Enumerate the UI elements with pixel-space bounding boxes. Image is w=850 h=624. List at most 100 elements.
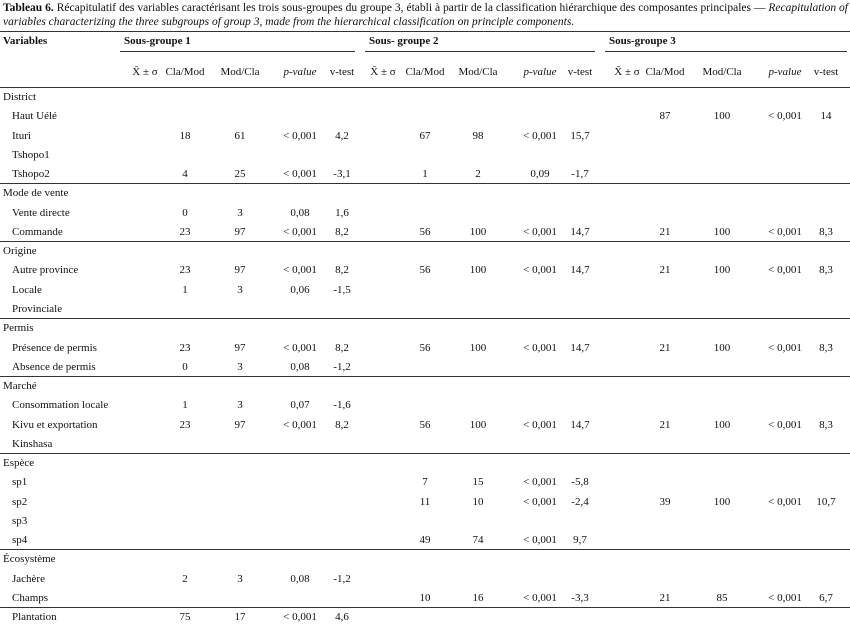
cell: 8,2 [335, 225, 349, 238]
cell: < 0,001 [523, 264, 557, 277]
column-header: X̄ ± σ [614, 66, 640, 78]
group-header: Sous-groupe 1 [124, 35, 191, 47]
cell: 100 [713, 110, 731, 123]
cell: 67 [419, 129, 431, 142]
column-header: X̄ ± σ [370, 66, 396, 78]
cell: < 0,001 [768, 110, 802, 123]
cell: 0,06 [290, 283, 310, 296]
cell: 15 [472, 476, 484, 489]
cell: < 0,001 [523, 592, 557, 605]
cell: 21 [659, 264, 671, 277]
cell: 97 [234, 264, 246, 277]
section-title: Origine [3, 245, 37, 258]
cell: 1 [422, 168, 428, 181]
cell: 100 [469, 418, 487, 431]
cell: 14,7 [570, 264, 590, 277]
cell: 14 [820, 110, 832, 123]
cell: < 0,001 [523, 225, 557, 238]
row-label: Provinciale [12, 302, 63, 315]
cell: 87 [659, 110, 671, 123]
cell: 8,2 [335, 341, 349, 354]
cell: < 0,001 [768, 418, 802, 431]
column-header: Cla/Mod [165, 66, 205, 78]
cell: 23 [179, 225, 191, 238]
cell: 100 [713, 495, 731, 508]
cell: 3 [237, 206, 243, 219]
cell: 8,3 [819, 264, 833, 277]
section-title: Écosystème [3, 553, 56, 566]
cell: 16 [472, 592, 484, 605]
row-label: Tshopo1 [12, 148, 50, 161]
cell: 23 [179, 341, 191, 354]
cell: 75 [179, 611, 191, 624]
cell: 0 [182, 360, 188, 373]
row-label: Commande [12, 225, 63, 238]
column-header: p-value [523, 66, 557, 78]
rule [0, 87, 850, 88]
cell: 39 [659, 495, 671, 508]
cell: 98 [472, 129, 484, 142]
column-header: Cla/Mod [405, 66, 445, 78]
cell: < 0,001 [768, 592, 802, 605]
cell: < 0,001 [523, 418, 557, 431]
cell: 100 [469, 341, 487, 354]
cell: < 0,001 [523, 534, 557, 547]
cell: 6,7 [819, 592, 833, 605]
cell: 21 [659, 341, 671, 354]
column-header: Mod/Cla [702, 66, 742, 78]
row-label: sp1 [12, 476, 28, 489]
cell: -1,6 [333, 399, 351, 412]
column-header: Cla/Mod [645, 66, 685, 78]
cell: < 0,001 [768, 225, 802, 238]
cell: 11 [419, 495, 431, 508]
cell: 9,7 [573, 534, 587, 547]
cell: 56 [419, 225, 431, 238]
column-header: v-test [329, 66, 355, 78]
cell: 21 [659, 418, 671, 431]
column-header: v-test [813, 66, 839, 78]
cell: 56 [419, 264, 431, 277]
cell: 0,08 [290, 206, 310, 219]
cell: < 0,001 [523, 476, 557, 489]
row-label: Consommation locale [12, 399, 109, 412]
rule [0, 241, 850, 243]
group-header: Sous-groupe 3 [609, 35, 676, 47]
cell: 97 [234, 418, 246, 431]
cell: < 0,001 [283, 264, 317, 277]
group-header: Sous- groupe 2 [369, 35, 439, 47]
cell: 23 [179, 264, 191, 277]
row-label: Absence de permis [12, 360, 96, 373]
cell: 3 [237, 360, 243, 373]
row-label: Kinshasa [12, 437, 53, 450]
cell: < 0,001 [768, 495, 802, 508]
rule [0, 318, 850, 320]
column-header: v-test [567, 66, 593, 78]
column-header: Mod/Cla [458, 66, 498, 78]
rule [0, 549, 850, 551]
cell: 100 [713, 418, 731, 431]
cell: 21 [659, 225, 671, 238]
cell: 56 [419, 341, 431, 354]
cell: < 0,001 [768, 341, 802, 354]
header-variables: Variables [3, 35, 48, 47]
cell: 1 [182, 399, 188, 412]
caption-french: Récapitulatif des variables caractérisan… [56, 2, 766, 14]
row-label: Ituri [12, 129, 31, 142]
cell: < 0,001 [283, 611, 317, 624]
cell: -1,2 [333, 360, 351, 373]
cell: < 0,001 [523, 341, 557, 354]
cell: 21 [659, 592, 671, 605]
cell: 3 [237, 572, 243, 585]
cell: 97 [234, 225, 246, 238]
cell: < 0,001 [283, 341, 317, 354]
rule [0, 376, 850, 378]
cell: 3 [237, 399, 243, 412]
cell: 2 [475, 168, 481, 181]
cell: 100 [713, 225, 731, 238]
cell: -3,1 [333, 168, 351, 181]
cell: 49 [419, 534, 431, 547]
caption: Tableau 6. Récapitulatif des variables c… [3, 1, 848, 29]
row-label: sp4 [12, 534, 28, 547]
cell: 8,3 [819, 341, 833, 354]
column-header: Mod/Cla [220, 66, 260, 78]
